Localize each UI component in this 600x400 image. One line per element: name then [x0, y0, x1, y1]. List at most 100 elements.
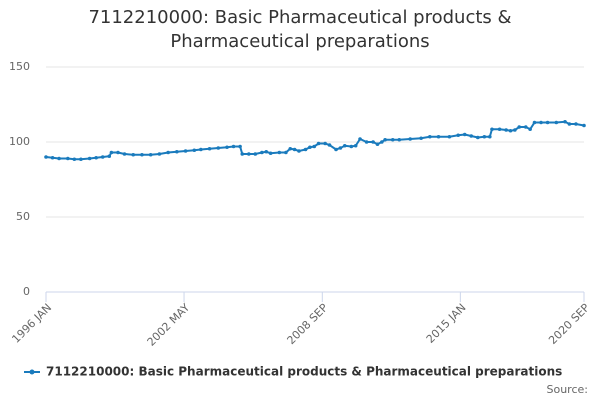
point [231, 144, 236, 149]
x-tick-label: 1996 JAN [9, 301, 54, 346]
point [122, 152, 127, 156]
point [323, 141, 327, 146]
point [342, 143, 347, 148]
point [131, 152, 136, 157]
point [308, 145, 312, 150]
point [288, 146, 293, 151]
point [338, 146, 343, 150]
point [107, 154, 112, 159]
point [253, 152, 258, 156]
point [390, 137, 395, 142]
point [284, 150, 288, 155]
point [582, 123, 586, 128]
point [375, 142, 380, 147]
point [268, 151, 273, 156]
point [380, 140, 384, 144]
point [482, 134, 487, 139]
point [140, 152, 144, 157]
point [490, 127, 494, 132]
point [419, 136, 423, 141]
point [312, 144, 317, 149]
legend-marker [29, 369, 35, 375]
point [469, 134, 474, 138]
point [436, 134, 441, 139]
point [349, 144, 354, 149]
point [554, 120, 559, 125]
point [497, 127, 502, 132]
point [264, 149, 269, 154]
point [456, 133, 460, 138]
point [383, 137, 387, 142]
point [277, 150, 282, 155]
point [487, 134, 492, 139]
point [79, 157, 83, 162]
point [199, 147, 203, 152]
point [475, 135, 480, 140]
point [316, 141, 321, 146]
x-tick-label: 2015 JAN [424, 301, 469, 346]
point [116, 150, 120, 155]
point [247, 152, 251, 156]
point [428, 134, 432, 139]
point [539, 120, 543, 125]
x-tick-label: 2020 SEP [546, 301, 592, 347]
point [563, 119, 567, 124]
point [358, 137, 362, 141]
point [94, 155, 98, 160]
point [567, 122, 572, 126]
point [66, 156, 70, 161]
point [528, 127, 532, 132]
source: Source: [547, 383, 589, 396]
legend-label: 7112210000: Basic Pharmaceutical product… [46, 365, 562, 379]
point [216, 146, 221, 150]
point [408, 137, 412, 141]
point [574, 122, 578, 126]
point [175, 149, 179, 154]
point [545, 120, 550, 125]
point [508, 128, 513, 133]
y-tick-label: 50 [16, 210, 30, 223]
point [50, 155, 55, 160]
point [183, 149, 188, 153]
point [371, 140, 375, 144]
point [532, 120, 537, 125]
point [240, 152, 245, 156]
point [303, 147, 308, 152]
point [192, 148, 197, 153]
point [364, 140, 369, 144]
point [238, 144, 242, 149]
point [517, 125, 522, 129]
point [166, 150, 170, 155]
point [207, 146, 212, 151]
point [447, 134, 452, 139]
y-tick-label: 0 [23, 285, 30, 298]
point [523, 125, 528, 129]
point [334, 147, 338, 152]
x-tick-label: 2002 MAY [145, 301, 193, 349]
point [462, 132, 467, 137]
point [109, 150, 114, 155]
series-line [45, 120, 585, 161]
point [44, 155, 48, 159]
point [157, 152, 162, 156]
x-tick-label: 2008 SEP [285, 301, 331, 347]
point [353, 143, 358, 148]
point [513, 128, 517, 132]
point [57, 156, 61, 161]
y-tick-label: 100 [9, 135, 30, 148]
point [504, 128, 508, 132]
point [297, 149, 301, 153]
y-tick-label: 150 [9, 60, 30, 73]
point [148, 152, 153, 157]
point [327, 143, 332, 147]
chart-title: 7112210000: Basic Pharmaceutical product… [88, 7, 512, 52]
point [292, 147, 297, 152]
point [225, 145, 229, 150]
point [87, 156, 92, 161]
point [72, 157, 77, 162]
point [100, 155, 105, 159]
point [397, 137, 402, 142]
point [260, 150, 264, 155]
